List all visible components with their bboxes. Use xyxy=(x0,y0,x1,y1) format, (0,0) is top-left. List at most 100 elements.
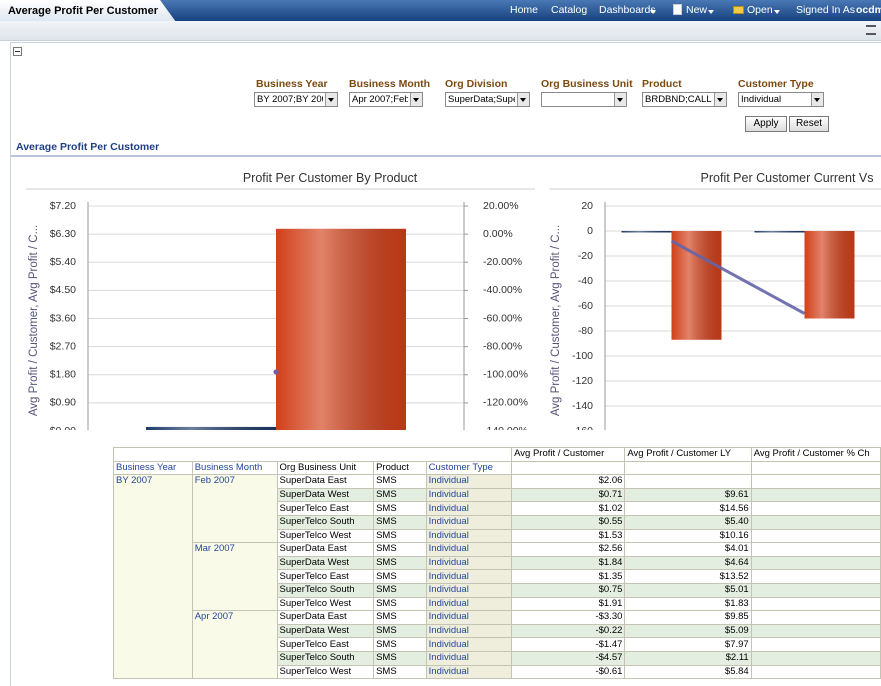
nav-link[interactable]: Open xyxy=(747,4,773,16)
dropdown-button[interactable] xyxy=(325,93,337,106)
data-row: SuperData West SMS Individual -$0.22 $5.09 xyxy=(114,623,881,639)
dimension-header: Customer Type xyxy=(425,460,513,476)
year-cell[interactable]: BY 2007 xyxy=(113,474,193,680)
org-unit-cell: SuperTelco East xyxy=(276,501,375,516)
customer-type-cell[interactable]: Individual xyxy=(425,474,513,489)
profit-ly-cell: $4.01 xyxy=(624,542,752,557)
month-cell[interactable]: Mar 2007 xyxy=(191,542,278,612)
profit-cell: -$4.57 xyxy=(511,650,626,666)
org-unit-cell: SuperData East xyxy=(276,542,375,557)
y2-tick-label: 0.00% xyxy=(483,228,513,240)
data-row: BY 2007 Feb 2007 SuperData East SMS Individu… xyxy=(113,474,881,680)
org-unit-cell: SuperData West xyxy=(276,623,375,639)
profit-ly-cell: $7.97 xyxy=(624,637,752,652)
customer-type-cell[interactable]: Individual xyxy=(425,582,513,598)
customer-type-cell[interactable]: Individual xyxy=(425,610,513,625)
collapse-icon[interactable] xyxy=(13,47,22,56)
data-table: Avg Profit / Customer Avg Profit / Custom… xyxy=(112,447,881,680)
button[interactable]: Apply xyxy=(745,116,787,132)
month-cell[interactable]: Feb 2007 xyxy=(191,474,278,544)
prompt-value: SuperData;Supe xyxy=(448,94,515,105)
org-unit-cell: SuperTelco South xyxy=(276,582,375,598)
nav-link[interactable]: ocdm xyxy=(856,4,881,16)
prompt-select[interactable] xyxy=(541,92,627,107)
product-cell: SMS xyxy=(373,582,427,598)
customer-type-cell[interactable]: Individual xyxy=(425,569,513,584)
profit-cell: $2.56 xyxy=(511,542,626,557)
data-row: SuperTelco East SMS Individual $1.02 $14.56 xyxy=(114,501,881,516)
open-icon[interactable] xyxy=(733,6,744,14)
profit-change-cell xyxy=(750,596,881,612)
customer-type-cell[interactable]: Individual xyxy=(425,514,513,530)
org-unit-cell: SuperTelco South xyxy=(276,514,375,530)
product-cell: SMS xyxy=(373,542,427,557)
prompt-select[interactable]: Apr 2007;Feb 2 xyxy=(349,92,423,107)
customer-type-cell[interactable]: Individual xyxy=(425,650,513,666)
prompt-value: BY 2007;BY 200 xyxy=(257,94,323,105)
profit-change-cell xyxy=(750,474,881,489)
profit-cell: -$1.47 xyxy=(511,637,626,652)
bar-shine xyxy=(804,231,855,319)
nav-link[interactable]: New xyxy=(686,4,708,16)
dropdown-button[interactable] xyxy=(614,93,626,106)
profit-change-cell xyxy=(750,487,881,503)
charts: Profit Per Customer By Product Avg Profit… xyxy=(26,171,881,430)
customer-type-cell[interactable]: Individual xyxy=(425,555,513,571)
month-cell[interactable]: Apr 2007 xyxy=(191,610,278,680)
measure-header: Avg Profit / Customer % Ch xyxy=(750,447,881,462)
y-tick-label: $5.40 xyxy=(50,256,76,268)
y-tick-label: $7.20 xyxy=(50,200,76,212)
product-cell: SMS xyxy=(373,650,427,666)
org-unit-cell: SuperTelco South xyxy=(276,650,375,666)
prompt-value: Apr 2007;Feb 2 xyxy=(352,94,408,105)
org-unit-cell: SuperTelco East xyxy=(276,569,375,584)
profit-change-cell xyxy=(750,637,881,652)
customer-type-cell[interactable]: Individual xyxy=(425,542,513,557)
nav-link[interactable]: Dashboards xyxy=(599,4,656,16)
y2-tick-label: -40.00% xyxy=(483,284,522,296)
y-tick-label: -60 xyxy=(578,300,593,312)
page-options-icon[interactable] xyxy=(866,25,876,35)
prompt-label: Org Division xyxy=(445,78,508,90)
chart-title: Profit Per Customer By Product xyxy=(243,171,418,185)
prompt-select[interactable]: SuperData;Supe xyxy=(445,92,530,107)
customer-type-cell[interactable]: Individual xyxy=(425,528,513,544)
customer-type-cell[interactable]: Individual xyxy=(425,487,513,503)
dropdown-button[interactable] xyxy=(410,93,422,106)
header-spacer xyxy=(624,460,752,476)
profit-change-cell xyxy=(750,542,881,557)
nav-link[interactable]: Catalog xyxy=(551,4,588,16)
customer-type-cell[interactable]: Individual xyxy=(425,501,513,516)
nav-link[interactable]: Home xyxy=(510,4,539,16)
y-tick-label: $1.80 xyxy=(50,369,76,381)
dropdown-button[interactable] xyxy=(714,93,726,106)
data-row: SuperData West SMS Individual $1.84 $4.64 xyxy=(114,555,881,571)
button[interactable]: Reset xyxy=(789,116,829,132)
product-cell: SMS xyxy=(373,610,427,625)
prompt-select[interactable]: Individual xyxy=(738,92,824,107)
profit-ly-cell: $2.11 xyxy=(624,650,752,666)
dashboard-tab[interactable]: Average Profit Per Customer xyxy=(0,0,176,22)
profit-ly-cell: $9.61 xyxy=(624,487,752,503)
y-tick-label: 0 xyxy=(587,225,593,237)
header-row: Avg Profit / Customer Avg Profit / Custom… xyxy=(112,447,881,462)
y-tick-label: -160 xyxy=(572,425,593,430)
nav-caret xyxy=(774,10,780,14)
profit-cell: $1.84 xyxy=(511,555,626,571)
profit-change-cell xyxy=(750,555,881,571)
prompt-select[interactable]: BY 2007;BY 200 xyxy=(254,92,338,107)
customer-type-cell[interactable]: Individual xyxy=(425,623,513,639)
customer-type-cell[interactable]: Individual xyxy=(425,664,513,680)
customer-type-cell[interactable]: Individual xyxy=(425,637,513,652)
header-spacer xyxy=(750,460,881,476)
product-cell: SMS xyxy=(373,637,427,652)
org-unit-cell: SuperTelco West xyxy=(276,596,375,612)
dropdown-button[interactable] xyxy=(517,93,529,106)
new-icon[interactable] xyxy=(673,4,682,15)
header-spacer xyxy=(511,460,626,476)
profit-ly-cell: $5.09 xyxy=(624,623,752,639)
prompt-select[interactable]: BRDBND;CALL xyxy=(642,92,727,107)
dropdown-button[interactable] xyxy=(811,93,823,106)
dimension-header: Product xyxy=(373,460,427,476)
customer-type-cell[interactable]: Individual xyxy=(425,596,513,612)
